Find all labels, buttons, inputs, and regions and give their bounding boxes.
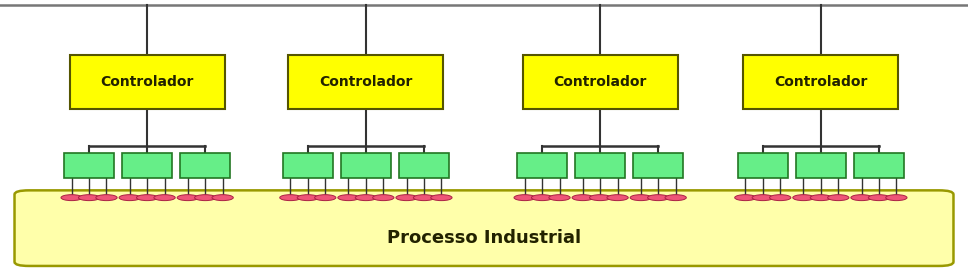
Circle shape — [828, 195, 849, 201]
Text: Processo Industrial: Processo Industrial — [387, 229, 581, 247]
Circle shape — [514, 195, 535, 201]
FancyBboxPatch shape — [633, 153, 683, 178]
Circle shape — [154, 195, 175, 201]
Circle shape — [355, 195, 377, 201]
FancyBboxPatch shape — [743, 55, 898, 109]
Circle shape — [648, 195, 669, 201]
FancyBboxPatch shape — [575, 153, 625, 178]
Circle shape — [886, 195, 907, 201]
FancyBboxPatch shape — [517, 153, 567, 178]
FancyBboxPatch shape — [283, 153, 333, 178]
Circle shape — [78, 195, 100, 201]
Circle shape — [177, 195, 198, 201]
Circle shape — [413, 195, 435, 201]
Circle shape — [793, 195, 814, 201]
Circle shape — [136, 195, 158, 201]
FancyBboxPatch shape — [523, 55, 678, 109]
Circle shape — [665, 195, 686, 201]
FancyBboxPatch shape — [854, 153, 904, 178]
Circle shape — [280, 195, 301, 201]
Text: Controlador: Controlador — [774, 75, 867, 89]
Circle shape — [96, 195, 117, 201]
Circle shape — [810, 195, 832, 201]
Circle shape — [590, 195, 611, 201]
Circle shape — [531, 195, 553, 201]
Circle shape — [315, 195, 336, 201]
Circle shape — [396, 195, 417, 201]
Circle shape — [752, 195, 773, 201]
FancyBboxPatch shape — [796, 153, 846, 178]
Circle shape — [119, 195, 140, 201]
Circle shape — [297, 195, 318, 201]
FancyBboxPatch shape — [288, 55, 443, 109]
FancyBboxPatch shape — [399, 153, 449, 178]
FancyBboxPatch shape — [180, 153, 230, 178]
FancyBboxPatch shape — [15, 190, 953, 266]
Text: Controlador: Controlador — [101, 75, 194, 89]
FancyBboxPatch shape — [341, 153, 391, 178]
Circle shape — [195, 195, 216, 201]
Circle shape — [607, 195, 628, 201]
Circle shape — [431, 195, 452, 201]
Circle shape — [851, 195, 872, 201]
Circle shape — [572, 195, 593, 201]
Text: Controlador: Controlador — [554, 75, 647, 89]
Circle shape — [212, 195, 233, 201]
Circle shape — [630, 195, 651, 201]
FancyBboxPatch shape — [738, 153, 788, 178]
FancyBboxPatch shape — [64, 153, 114, 178]
Circle shape — [373, 195, 394, 201]
Text: Controlador: Controlador — [319, 75, 412, 89]
Circle shape — [868, 195, 890, 201]
Circle shape — [549, 195, 570, 201]
Circle shape — [770, 195, 791, 201]
Circle shape — [735, 195, 756, 201]
FancyBboxPatch shape — [70, 55, 225, 109]
Circle shape — [338, 195, 359, 201]
Circle shape — [61, 195, 82, 201]
FancyBboxPatch shape — [122, 153, 172, 178]
